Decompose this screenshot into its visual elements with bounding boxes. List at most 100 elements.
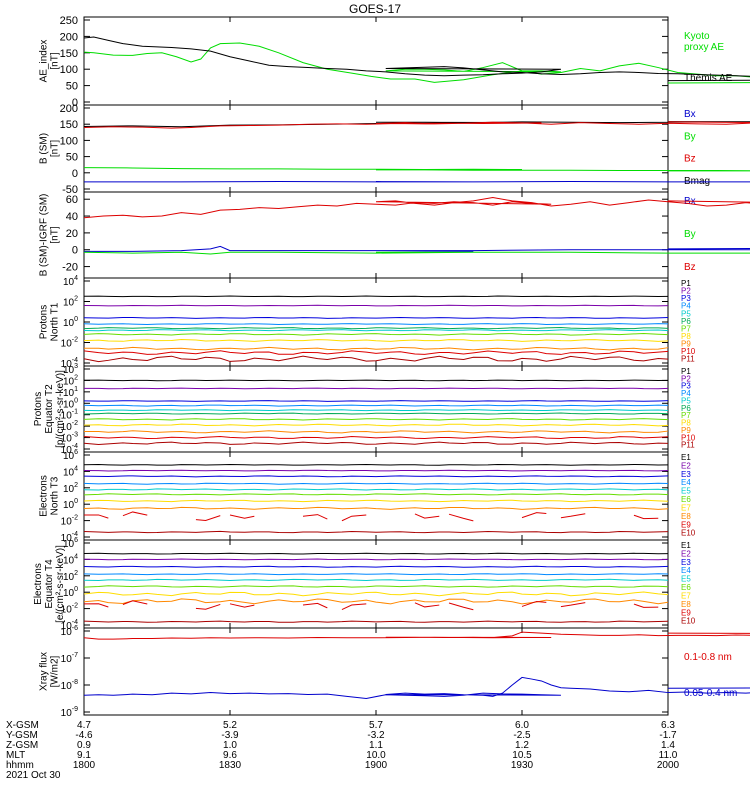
legend-entry: E2: [681, 549, 691, 558]
y-tick-label: 50: [66, 152, 78, 164]
y-tick-label: 10-2: [61, 515, 78, 528]
series-line-channel-3: [83, 316, 669, 319]
series-line-channel-9: [122, 600, 148, 605]
series-line-by: [83, 167, 750, 172]
x-axis-row-label: Z-GSM: [6, 740, 38, 751]
panel-frame: [83, 627, 669, 716]
panel-frame: [83, 16, 669, 106]
x-axis-value: 10.5: [512, 750, 532, 761]
y-tick-label: -50: [62, 184, 78, 196]
series-line-channel-8: [83, 339, 669, 342]
x-axis-row-label: MLT: [6, 750, 25, 761]
x-axis-value: 0.9: [77, 740, 91, 751]
y-tick-label: 10-9: [61, 706, 78, 719]
legend-entry: P7: [681, 411, 691, 420]
x-axis-value: 5.7: [369, 720, 383, 731]
series-line-channel-7: [83, 333, 669, 336]
y-tick-label: 100: [60, 135, 78, 147]
series-line-channel-9: [229, 603, 255, 608]
y-tick-label: 200: [60, 103, 78, 115]
x-axis-value: 1930: [511, 760, 534, 771]
y-tick-label: 10-6: [61, 625, 78, 638]
legend-entry: E7: [681, 503, 691, 512]
legend-entry: E8: [681, 512, 691, 521]
legend-entry: Themis AE: [684, 73, 733, 84]
legend-entry: P7: [681, 324, 691, 333]
x-axis-value: 6.3: [661, 720, 675, 731]
legend-entry: E5: [681, 575, 691, 584]
series-line-bx: [84, 245, 750, 252]
series-line-channel-4: [83, 482, 669, 485]
y-axis-label: [nT]: [50, 52, 61, 69]
series-line-channel-9: [521, 512, 547, 519]
panel-xray: 10-6 10-7 10-8 10-9 Xray flux [W/m2] 0.1-0.8 n…: [39, 625, 750, 719]
y-tick-label: -20: [62, 262, 78, 274]
y-tick-label: 0: [72, 245, 78, 257]
legend-entry: P2: [681, 287, 691, 296]
y-axis-label: Xray flux: [39, 652, 50, 691]
series-line-channel-3: [83, 565, 669, 568]
x-axis-value: -4.6: [75, 730, 93, 741]
series-line-channel-9: [414, 513, 440, 519]
series-line-channel-1: [83, 552, 669, 555]
series-line-channel-5: [83, 488, 669, 491]
y-axis-label: North T3: [50, 476, 61, 515]
series-line-channel-9: [521, 600, 547, 607]
panel-frame: [83, 365, 669, 453]
y-tick-label: 200: [60, 31, 78, 43]
legend-entry: P5: [681, 396, 691, 405]
series-line-channel-3: [83, 400, 669, 402]
series-line-channel-6: [83, 412, 669, 415]
series-line-channel-8: [83, 598, 669, 605]
series-line-channel-1: [83, 379, 669, 382]
series-line-channel-9: [122, 511, 148, 517]
y-axis-label: B (SM)-IGRF (SM): [39, 194, 50, 277]
legend-entry: E2: [681, 461, 691, 470]
y-axis-label: Equator T4: [44, 559, 55, 609]
y-tick-label: 100: [60, 64, 78, 76]
y-tick-label: 10-2: [61, 337, 78, 350]
x-axis-value: 1.2: [515, 740, 529, 751]
legend-entry: P1: [681, 367, 691, 376]
series-line-channel-6: [83, 585, 669, 588]
x-axis-value: 9.1: [77, 750, 91, 761]
series-line-channel-11: [83, 355, 669, 363]
x-axis-labels: X-GSM 4.7 5.2 5.7 6.0 6.3 Y-GSM -4.6 -3.9 -3.2 -2.…: [6, 720, 680, 781]
plot-title: GOES-17: [349, 2, 401, 16]
y-axis-label: Electrons: [33, 563, 44, 605]
legend-entry: E3: [681, 470, 691, 479]
legend-entry: E1: [681, 453, 691, 462]
legend-entry: E4: [681, 478, 691, 487]
legend-entry: Bx: [684, 109, 696, 120]
x-axis-value: 2000: [657, 760, 680, 771]
y-tick-label: 104: [63, 465, 78, 478]
series-line-channel-9: [414, 602, 440, 608]
series-line-channel-10: [83, 620, 669, 623]
legend-entry: P6: [681, 404, 691, 413]
y-tick-label: 0: [72, 97, 78, 109]
legend-entry: P11: [681, 441, 695, 450]
x-axis-value: 6.0: [515, 720, 529, 731]
series-line-channel-8: [83, 506, 669, 510]
series-line-0-1-0-8-nm: [83, 631, 750, 640]
x-axis-value: 1800: [73, 760, 96, 771]
y-axis-label: [W/m2]: [50, 655, 61, 687]
x-axis-row-label: X-GSM: [6, 720, 39, 731]
legend-entry: P10: [681, 433, 696, 442]
y-axis-label: [nT]: [50, 226, 61, 243]
legend-entry: E6: [681, 495, 691, 504]
y-tick-label: 60: [66, 194, 78, 206]
series-line-bz: [83, 197, 750, 219]
y-tick-label: 40: [66, 211, 78, 223]
series-line-channel-9: [83, 346, 669, 351]
series-line-bz: [83, 121, 750, 129]
y-tick-label: 102: [63, 482, 78, 495]
legend-entry: E6: [681, 583, 691, 592]
series-line-channel-9: [302, 514, 328, 520]
series-line-channel-5: [83, 409, 669, 412]
series-line-channel-9: [560, 513, 586, 519]
series-line-channel-9: [633, 514, 659, 520]
